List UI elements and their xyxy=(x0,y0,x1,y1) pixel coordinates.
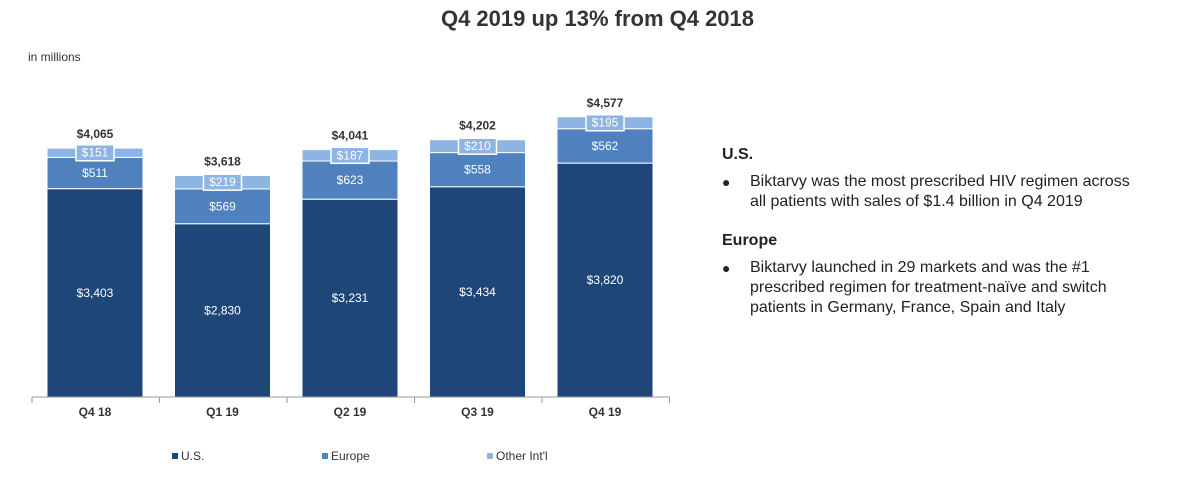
data-label-box-other-4 xyxy=(585,113,625,132)
stacked-bar-chart: $3,403 $511 $151 $4,065 Q4 18 $2,830 $569 $219 $… xyxy=(31,96,670,419)
x-tick-label-1: Q1 19 xyxy=(206,405,239,419)
total-label-3: $4,202 xyxy=(459,119,496,133)
us-bullet: ● Biktarvy was the most prescribed HIV r… xyxy=(722,172,1162,212)
legend-other: Other Int'l xyxy=(487,449,548,463)
data-label-us-3: $3,434 xyxy=(459,285,496,299)
legend-europe-swatch xyxy=(322,453,328,459)
bullet-icon: ● xyxy=(722,260,731,276)
data-label-europe-4: $562 xyxy=(592,139,619,153)
legend-other-label: Other Int'l xyxy=(496,449,548,463)
data-label-other-3: $210 xyxy=(464,139,491,153)
us-bullet-text: Biktarvy was the most prescribed HIV reg… xyxy=(750,173,1130,210)
data-label-other-4: $195 xyxy=(592,116,619,130)
data-label-box-other-2 xyxy=(330,146,370,165)
x-tick-label-4: Q4 19 xyxy=(589,405,622,419)
total-label-0: $4,065 xyxy=(77,127,114,141)
total-label-2: $4,041 xyxy=(332,129,369,143)
data-label-other-2: $187 xyxy=(337,148,364,162)
data-label-europe-2: $623 xyxy=(337,173,364,187)
us-heading: U.S. xyxy=(722,146,754,163)
data-label-other-1: $219 xyxy=(209,175,236,189)
chart-title: Q4 2019 up 13% from Q4 2018 xyxy=(440,6,755,31)
europe-heading: Europe xyxy=(722,232,778,249)
data-label-us-0: $3,403 xyxy=(77,286,114,300)
bar-europe-q119 xyxy=(174,188,271,225)
bar-europe-q319 xyxy=(429,152,526,188)
legend-us: U.S. xyxy=(172,449,204,463)
bar-europe-q418 xyxy=(46,156,144,190)
legend-europe-label: Europe xyxy=(331,449,370,463)
data-label-europe-1: $569 xyxy=(209,199,236,213)
data-label-us-1: $2,830 xyxy=(204,303,241,317)
total-label-1: $3,618 xyxy=(204,154,241,168)
x-tick-label-2: Q2 19 xyxy=(334,405,367,419)
data-label-us-4: $3,820 xyxy=(587,273,624,287)
total-label-4: $4,577 xyxy=(587,96,624,110)
europe-block: Europe ● Biktarvy launched in 29 markets… xyxy=(722,232,1162,318)
unit-label: in millions xyxy=(28,50,81,64)
x-tick-label-3: Q3 19 xyxy=(461,405,494,419)
bullet-icon: ● xyxy=(722,174,731,190)
europe-bullet: ● Biktarvy launched in 29 markets and wa… xyxy=(722,258,1162,318)
legend-other-swatch xyxy=(487,453,493,459)
data-label-us-2: $3,231 xyxy=(332,291,369,305)
data-label-box-other-3 xyxy=(457,137,498,155)
legend-us-swatch xyxy=(172,453,178,459)
data-label-box-other-1 xyxy=(202,173,243,191)
commentary-panel: U.S. ● Biktarvy was the most prescribed … xyxy=(722,146,1162,318)
data-label-other-0: $151 xyxy=(82,146,109,160)
x-tick-label-0: Q4 18 xyxy=(79,405,112,419)
bar-us-q319 xyxy=(429,186,526,398)
legend-us-label: U.S. xyxy=(181,449,205,463)
bar-us-q419 xyxy=(556,162,654,398)
us-block: U.S. ● Biktarvy was the most prescribed … xyxy=(722,146,1162,212)
data-label-box-other-0 xyxy=(75,143,115,162)
bar-us-q418 xyxy=(46,188,144,398)
legend-europe: Europe xyxy=(322,449,370,463)
bar-europe-q219 xyxy=(301,160,399,200)
bar-europe-q419 xyxy=(556,128,654,164)
data-label-europe-0: $511 xyxy=(82,166,108,180)
europe-bullet-text: Biktarvy launched in 29 markets and was … xyxy=(750,259,1107,316)
data-label-europe-3: $558 xyxy=(464,163,491,177)
